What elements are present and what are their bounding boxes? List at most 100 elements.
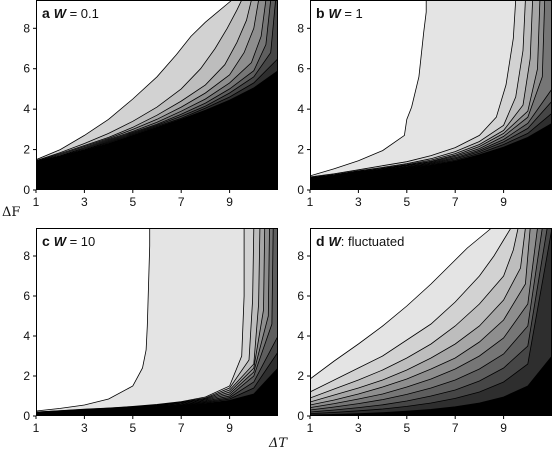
contour-line: [36, 0, 243, 162]
panel-value: = 10: [66, 234, 95, 249]
contour-band: [36, 228, 278, 416]
contour-line: [310, 228, 519, 399]
panel-variable: W: [328, 234, 342, 249]
contour-line: [36, 0, 233, 161]
contour-line: [310, 228, 492, 380]
panel-title: d W: fluctuated: [316, 233, 404, 249]
contour-line: [36, 70, 278, 165]
contour-band: [310, 228, 552, 416]
x-tick-label: 7: [452, 421, 459, 435]
contour-line: [310, 0, 427, 177]
panel-value: : fluctuated: [341, 234, 405, 249]
contour-band: [310, 0, 552, 190]
y-tick-label: 8: [23, 249, 30, 263]
x-tick-label: 5: [129, 195, 136, 209]
y-tick-label: 2: [23, 369, 30, 383]
contour-line: [310, 0, 541, 179]
panel-variable: W: [54, 6, 68, 21]
panel-value: = 0.1: [66, 6, 99, 21]
y-tick-label: 6: [297, 62, 304, 76]
x-tick-label: 1: [33, 421, 40, 435]
contour-line: [36, 367, 278, 414]
y-tick-label: 8: [297, 21, 304, 35]
panel-title: c W = 10: [42, 233, 95, 249]
y-tick-label: 6: [297, 289, 304, 303]
x-tick-label: 3: [355, 195, 362, 209]
panel-a: 0 2 4 6 8 1 3 5 7 9 a W = 0.1: [23, 0, 278, 209]
contour-line: [36, 0, 259, 163]
x-tick-label: 3: [81, 421, 88, 435]
x-tick-label: 3: [355, 421, 362, 435]
y-tick-label: 4: [297, 329, 304, 343]
x-tick-label: 5: [129, 421, 136, 435]
plot-area-a: [36, 0, 278, 190]
x-tick-label: 9: [500, 421, 507, 435]
x-tick-label: 7: [178, 195, 185, 209]
y-tick-label: 0: [23, 409, 30, 423]
y-tick-label: 2: [297, 143, 304, 157]
y-tick-label: 8: [297, 249, 304, 263]
x-tick-label: 7: [452, 195, 459, 209]
x-tick-label: 9: [226, 421, 233, 435]
panel-b: 0 2 4 6 8 1 3 5 7 9 b W = 1: [297, 0, 552, 209]
x-tick-label: 5: [403, 421, 410, 435]
panel-variable: W: [328, 6, 342, 21]
plot-area-c: [36, 228, 278, 416]
y-tick-label: 4: [23, 102, 30, 116]
contour-line: [36, 0, 267, 163]
contour-line: [36, 0, 252, 162]
y-tick-label: 2: [23, 143, 30, 157]
contour-band: [310, 228, 552, 416]
panel-title: b W = 1: [316, 5, 363, 21]
x-tick-label: 5: [403, 195, 410, 209]
y-tick-label: 6: [23, 289, 30, 303]
y-axis-label: ΔF: [2, 205, 20, 220]
contour-line: [310, 228, 552, 414]
y-tick-label: 6: [23, 62, 30, 76]
y-tick-label: 0: [297, 409, 304, 423]
plot-area-d: [310, 228, 552, 416]
x-tick-label: 9: [500, 195, 507, 209]
panel-value: = 1: [341, 6, 363, 21]
contour-line: [310, 228, 512, 393]
x-axis-label: ΔT: [268, 436, 288, 451]
contour-band: [36, 0, 278, 190]
contour-line: [310, 228, 543, 411]
contour-line: [36, 0, 276, 164]
x-tick-label: 1: [307, 195, 314, 209]
y-tick-label: 0: [297, 183, 304, 197]
panel-variable: W: [54, 234, 68, 249]
y-tick-label: 2: [297, 369, 304, 383]
y-tick-label: 0: [23, 183, 30, 197]
x-tick-label: 1: [33, 195, 40, 209]
panel-letter: a: [42, 5, 54, 21]
panel-letter: c: [42, 233, 54, 249]
contour-line: [310, 228, 531, 406]
plot-area-b: [310, 0, 552, 190]
panel-title: a W = 0.1: [42, 5, 99, 21]
panel-d: 0 2 4 6 8 1 3 5 7 9 d W: fluctuated: [297, 228, 552, 435]
contour-line: [310, 228, 548, 413]
plot-frame: [310, 228, 552, 416]
contour-line: [36, 58, 278, 164]
contour-band: [36, 228, 278, 416]
x-tick-label: 7: [178, 421, 185, 435]
contour-line: [310, 0, 517, 178]
x-tick-label: 9: [226, 195, 233, 209]
contour-line: [310, 0, 526, 178]
x-tick-label: 3: [81, 195, 88, 209]
panel-c: 0 2 4 6 8 1 3 5 7 9 c W = 10: [23, 228, 278, 435]
y-tick-label: 8: [23, 21, 30, 35]
panel-letter: d: [316, 233, 328, 249]
contour-line: [310, 122, 552, 181]
contour-line: [36, 0, 272, 163]
plot-frame: [310, 0, 552, 190]
x-tick-label: 1: [307, 421, 314, 435]
plot-frame: [36, 228, 278, 416]
contour-line: [310, 228, 526, 403]
plot-frame: [36, 0, 278, 190]
panel-letter: b: [316, 5, 328, 21]
contour-line: [310, 355, 552, 416]
